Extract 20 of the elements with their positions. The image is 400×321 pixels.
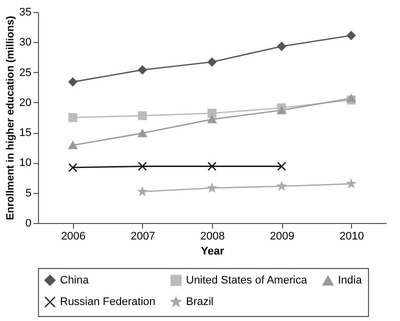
x-tick-label: 2007 — [130, 230, 156, 242]
y-tick-label: 20 — [19, 96, 32, 109]
y-tick-label: 10 — [19, 157, 32, 170]
legend-label: India — [338, 274, 363, 287]
y-tick-label: 35 — [19, 6, 32, 18]
legend-label: Brazil — [186, 296, 214, 308]
y-tick-label: 30 — [19, 36, 32, 49]
y-tick-label: 0 — [25, 218, 32, 230]
y-tick-label: 25 — [19, 66, 32, 79]
legend-label: Russian Federation — [60, 296, 156, 308]
x-axis-title: Year — [200, 246, 225, 258]
legend-label: United States of America — [186, 274, 308, 286]
x-tick-label: 2006 — [61, 230, 86, 242]
y-tick-label: 15 — [19, 127, 32, 140]
legend-label: China — [60, 274, 90, 286]
x-tick-label: 2010 — [339, 230, 364, 242]
y-tick-label: 5 — [25, 187, 32, 200]
y-axis-title: Enrollment in higher education (millions) — [4, 16, 16, 220]
x-tick-label: 2009 — [270, 230, 294, 242]
x-tick-label: 2008 — [200, 230, 225, 242]
